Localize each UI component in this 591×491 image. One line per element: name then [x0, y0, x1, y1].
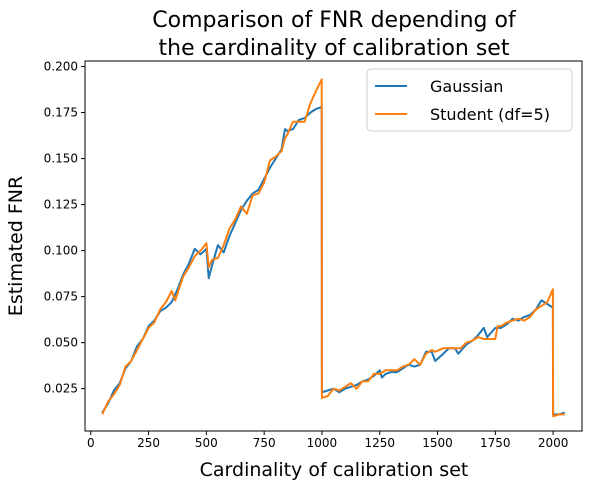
y-tick-label: 0.125	[44, 198, 78, 212]
x-tick-label: 500	[195, 436, 218, 450]
x-axis-label: Cardinality of calibration set	[200, 459, 469, 481]
legend-box	[366, 68, 573, 132]
legend-label-2: Student (df=5)	[430, 105, 550, 124]
x-tick-label: 1250	[364, 436, 395, 450]
x-tick-label: 1500	[422, 436, 453, 450]
plot-area	[101, 78, 565, 418]
plot-frame	[84, 60, 583, 432]
y-tick-label: 0.100	[44, 244, 78, 258]
chart-title-line-2: the cardinality of calibration set	[159, 36, 510, 61]
x-tick-label: 1000	[307, 436, 338, 450]
series-line-1	[101, 106, 565, 416]
y-axis-ticks: 0.025 0.050 0.075 0.100 0.125 0.150 0.175 0.200	[44, 60, 85, 396]
legend-label-1: Gaussian	[430, 77, 503, 96]
y-tick-label: 0.025	[44, 382, 78, 396]
x-tick-label: 250	[137, 436, 160, 450]
x-axis-ticks: 0 250 500 750 1000 1250 1500 1750 2000	[87, 431, 568, 450]
legend: Gaussian Student (df=5)	[366, 68, 573, 132]
series-line-2	[101, 78, 565, 418]
y-tick-label: 0.200	[44, 60, 78, 74]
x-tick-label: 2000	[538, 436, 569, 450]
y-tick-label: 0.175	[44, 106, 78, 120]
y-tick-label: 0.050	[44, 336, 78, 350]
x-tick-label: 1750	[480, 436, 511, 450]
x-tick-label: 750	[253, 436, 276, 450]
y-tick-label: 0.150	[44, 152, 78, 166]
y-axis-label: Estimated FNR	[5, 176, 27, 316]
chart-title: Comparison of FNR depending of the cardi…	[152, 8, 517, 61]
chart-title-line-1: Comparison of FNR depending of	[152, 8, 517, 33]
y-tick-label: 0.075	[44, 290, 78, 304]
x-tick-label: 0	[87, 436, 95, 450]
